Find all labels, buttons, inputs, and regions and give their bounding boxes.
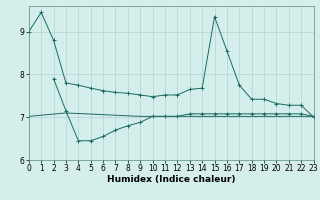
X-axis label: Humidex (Indice chaleur): Humidex (Indice chaleur) [107,175,236,184]
